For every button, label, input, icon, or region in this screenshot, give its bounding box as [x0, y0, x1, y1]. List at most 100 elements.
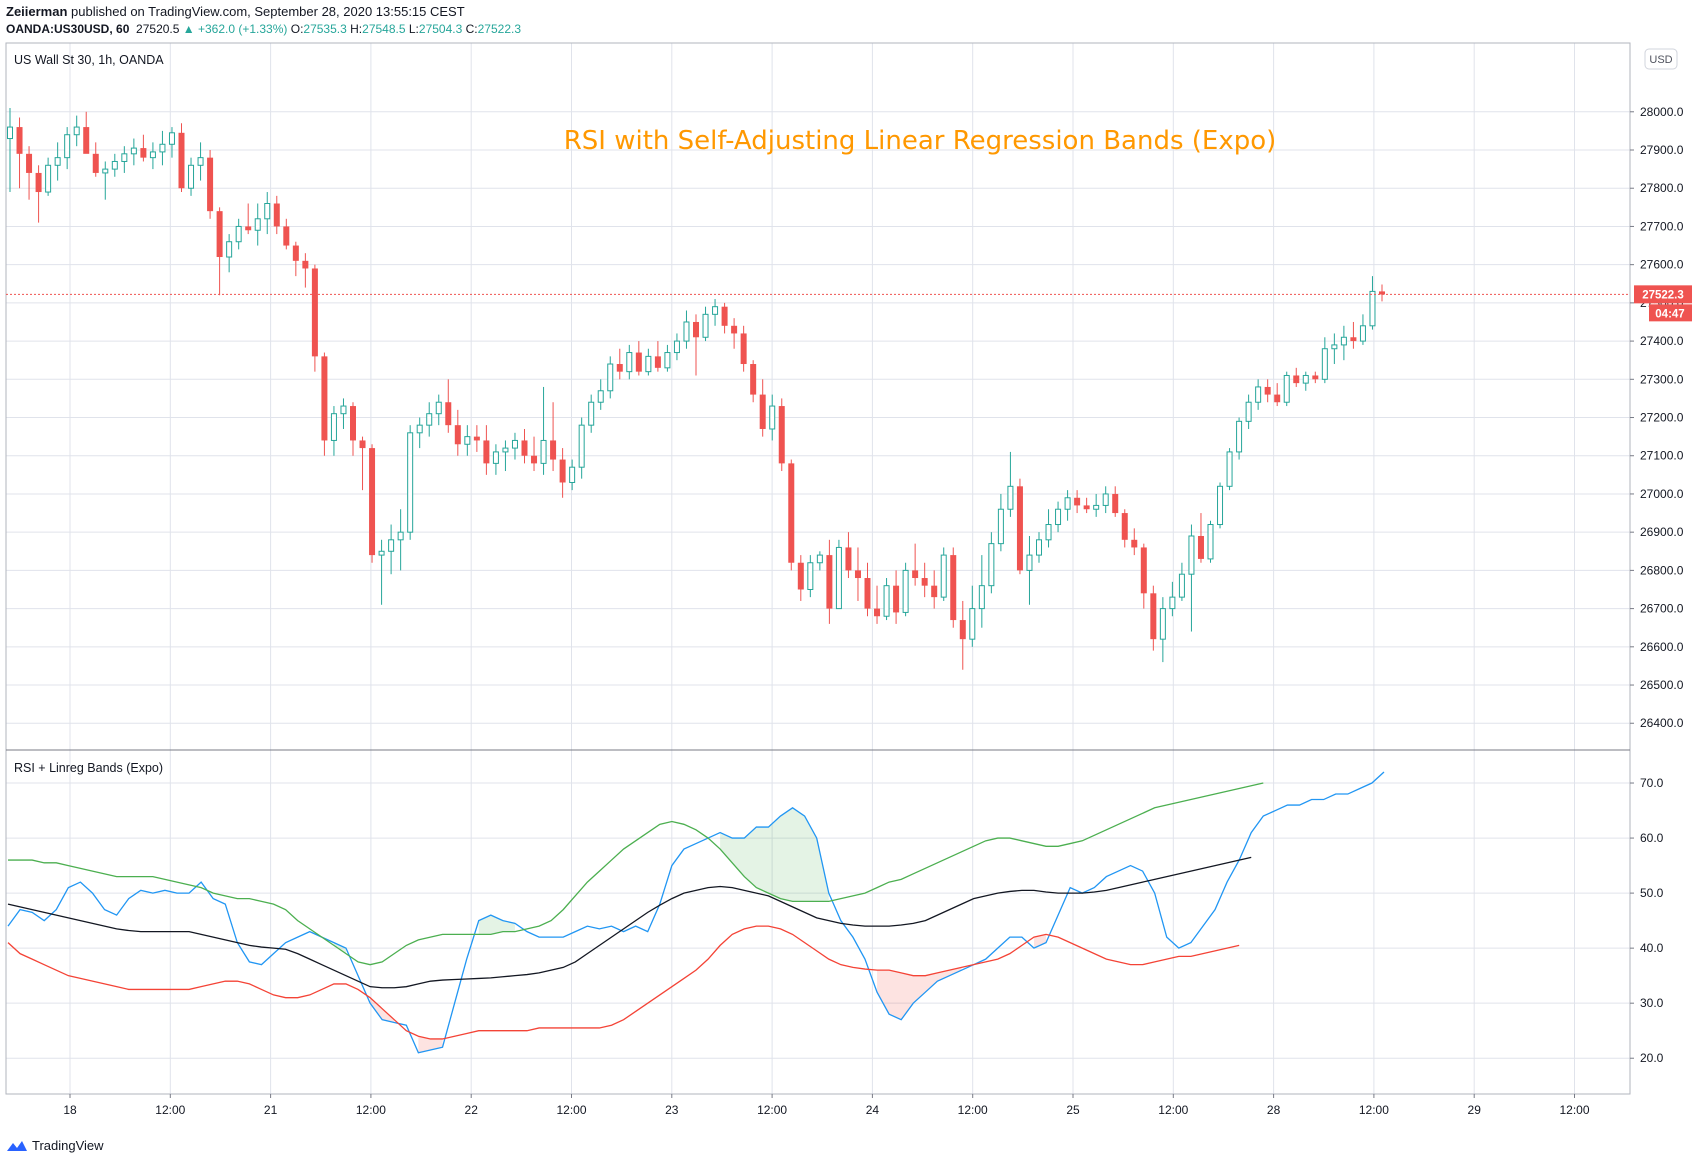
indicator-axis[interactable]: 70.0 60.0 50.0 40.0 30.0 20.0 [1630, 776, 1664, 1065]
candle-body-down [311, 268, 318, 357]
candle-body-up [1007, 485, 1014, 510]
price-axis-label: 28000.0 [1640, 105, 1684, 119]
candle-body-up [816, 554, 823, 564]
currency-badge[interactable] [1644, 48, 1678, 70]
candle-body-down [854, 570, 861, 579]
candle-body-down [826, 555, 833, 609]
candle-body-down [35, 172, 42, 193]
candle-body-up [492, 451, 499, 464]
time-axis-label: 28 [1267, 1103, 1281, 1117]
candle-body-down [1197, 535, 1204, 559]
candle-body-down [359, 440, 366, 449]
indicator-axis-label: 30.0 [1640, 996, 1664, 1010]
time-axis[interactable]: 18 12:00 21 12:00 22 12:00 23 12:00 24 12:00 25 12:… [63, 1094, 1590, 1117]
candle-body-up [1159, 608, 1166, 640]
indicator-axis-label: 60.0 [1640, 831, 1664, 845]
candle-body-down [473, 436, 480, 441]
candle-body-up [1102, 493, 1109, 506]
candle-body-down [959, 620, 966, 640]
candle-body-down [1016, 486, 1023, 571]
candle-body-down [454, 425, 461, 445]
price-axis-label: 27000.0 [1640, 487, 1684, 501]
candle-body-up [416, 424, 423, 434]
candle-body-up [1331, 344, 1338, 350]
price-axis[interactable]: 28000.027900.027800.027700.027600.027500… [1630, 105, 1684, 730]
candle-body-down [283, 226, 290, 246]
author-name[interactable]: Zeiierman [6, 4, 68, 19]
open-label: O: [290, 22, 304, 36]
candle-body-down [207, 157, 214, 212]
candle-body-down [292, 245, 299, 261]
candle-body-up [1255, 386, 1262, 403]
candle-body-down [893, 585, 900, 613]
candle-body-up [569, 466, 576, 483]
candle-body-up [426, 413, 433, 426]
candle-body-down [1379, 291, 1385, 295]
candle-body-up [378, 550, 385, 556]
candle-body-up [1045, 524, 1052, 541]
candle-body-up [1302, 374, 1309, 384]
candle-body-down [559, 459, 566, 483]
footer-brand[interactable]: TradingView [6, 1138, 104, 1153]
candle-body-down [1121, 513, 1128, 540]
currency-badge-text: USD [1649, 54, 1672, 66]
time-axis-label: 12:00 [958, 1103, 988, 1117]
candle-body-up [626, 352, 633, 373]
candle-body-up [673, 340, 680, 354]
last-value: 27520.5 [136, 22, 180, 36]
candle-body-down [616, 364, 623, 372]
candle-body-up [1188, 535, 1195, 575]
candle-body-down [445, 402, 452, 426]
candle-body-down [1264, 386, 1271, 395]
candle-body-down [92, 153, 99, 173]
candle-body-down [750, 364, 757, 395]
candle-body-down [931, 585, 938, 598]
candle-body-down [721, 306, 728, 326]
candle-body-down [521, 440, 528, 456]
lower-line [7, 925, 1240, 1040]
candle-body-down [1274, 394, 1281, 403]
price-axis-label: 27200.0 [1640, 411, 1684, 425]
candle-body-up [540, 439, 547, 464]
price-axis-label: 26700.0 [1640, 602, 1684, 616]
candle-body-up [902, 569, 909, 613]
publish-info: Zeiierman published on TradingView.com, … [6, 4, 465, 19]
indicator-lines [7, 771, 1385, 1054]
candle-body-down [1083, 505, 1090, 510]
candle-body-up [340, 405, 347, 415]
candle-body-up [397, 531, 404, 541]
candle-body-down [1293, 375, 1300, 384]
indicator-axis-label: 50.0 [1640, 886, 1664, 900]
overbought-fill [720, 807, 829, 902]
indicator-axis-label: 70.0 [1640, 776, 1664, 790]
candle-body-down [950, 555, 957, 621]
candle-body-up [1321, 348, 1328, 380]
symbol-label: OANDA:US30USD, 60 [6, 22, 130, 36]
candle-body-down [26, 153, 33, 173]
grid-lines [6, 43, 1630, 1094]
candle-body-up [254, 218, 261, 231]
candle-body-up [149, 151, 156, 159]
indicator-axis-label: 20.0 [1640, 1051, 1664, 1065]
candle-body-down [531, 455, 538, 464]
price-axis-label: 27600.0 [1640, 258, 1684, 272]
candle-body-down [778, 406, 785, 464]
candle-body-down [1350, 337, 1357, 342]
chart-frame [5, 42, 1631, 1095]
candle-body-up [502, 447, 509, 453]
time-axis-label: 25 [1066, 1103, 1080, 1117]
candle-body-up [435, 401, 442, 415]
candle-body-up [835, 546, 842, 610]
candle-body-up [588, 401, 595, 426]
candle-body-down [216, 211, 223, 258]
candle-body-up [578, 424, 585, 468]
candle-body-down [273, 203, 280, 227]
high-label: H: [350, 22, 363, 36]
candle-body-down [759, 394, 766, 429]
candle-body-up [1064, 497, 1071, 510]
price-axis-label: 27700.0 [1640, 219, 1684, 233]
price-axis-label: 27100.0 [1640, 449, 1684, 463]
candle-body-up [988, 543, 995, 587]
oversold-fill [877, 967, 962, 1020]
